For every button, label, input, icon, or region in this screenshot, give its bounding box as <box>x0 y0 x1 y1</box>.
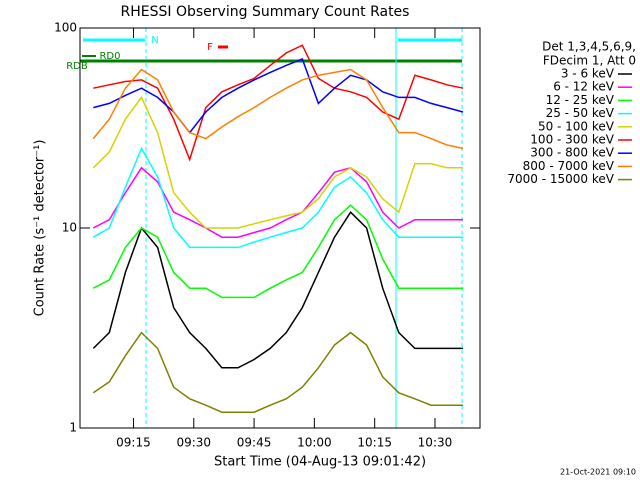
y-tick-label: 1 <box>69 421 77 435</box>
chart-title: RHESSI Observing Summary Count Rates <box>121 4 410 20</box>
y-axis-label: Count Rate (s⁻¹ detector⁻¹) <box>33 140 48 317</box>
footer: 21-Oct-2021 09:10 <box>560 468 636 477</box>
legend-header: FDecim 1, Att 0 <box>543 54 636 68</box>
legend-label: 300 - 800 keV <box>530 146 614 160</box>
legend-label: 7000 - 15000 keV <box>507 172 614 186</box>
y-tick-label: 10 <box>62 221 77 235</box>
legend-label: 25 - 50 keV <box>546 106 615 120</box>
plot-area <box>92 44 464 413</box>
series-line <box>93 44 464 162</box>
series-line <box>93 58 464 134</box>
series-line <box>92 166 464 238</box>
annotation: F <box>207 42 213 53</box>
legend-label: 800 - 7000 keV <box>523 159 615 173</box>
series-line <box>92 146 464 249</box>
series-line <box>92 204 464 299</box>
series-line <box>92 331 464 413</box>
annotation: RD0 <box>99 51 120 62</box>
series-line <box>92 68 464 150</box>
series-line <box>92 95 464 229</box>
legend-label: 3 - 6 keV <box>561 67 615 81</box>
x-tick-label: 09:15 <box>116 436 151 450</box>
series-line <box>92 211 464 369</box>
x-tick-label: 10:00 <box>297 436 332 450</box>
x-tick-label: 09:45 <box>237 436 272 450</box>
x-tick-label: 10:30 <box>418 436 453 450</box>
legend-label: 100 - 300 keV <box>530 133 614 147</box>
x-tick-label: 09:30 <box>176 436 211 450</box>
x-tick-label: 10:15 <box>357 436 392 450</box>
x-axis-label: Start Time (04-Aug-13 09:01:42) <box>214 455 426 470</box>
annotation: RDB <box>66 61 88 72</box>
legend-label: 6 - 12 keV <box>553 80 615 94</box>
annotation: N <box>151 35 158 46</box>
legend-label: 50 - 100 keV <box>538 119 615 133</box>
legend-label: 12 - 25 keV <box>546 93 615 107</box>
legend-header: Det 1,3,4,5,6,9, <box>542 40 636 54</box>
y-tick-label: 100 <box>54 21 77 35</box>
